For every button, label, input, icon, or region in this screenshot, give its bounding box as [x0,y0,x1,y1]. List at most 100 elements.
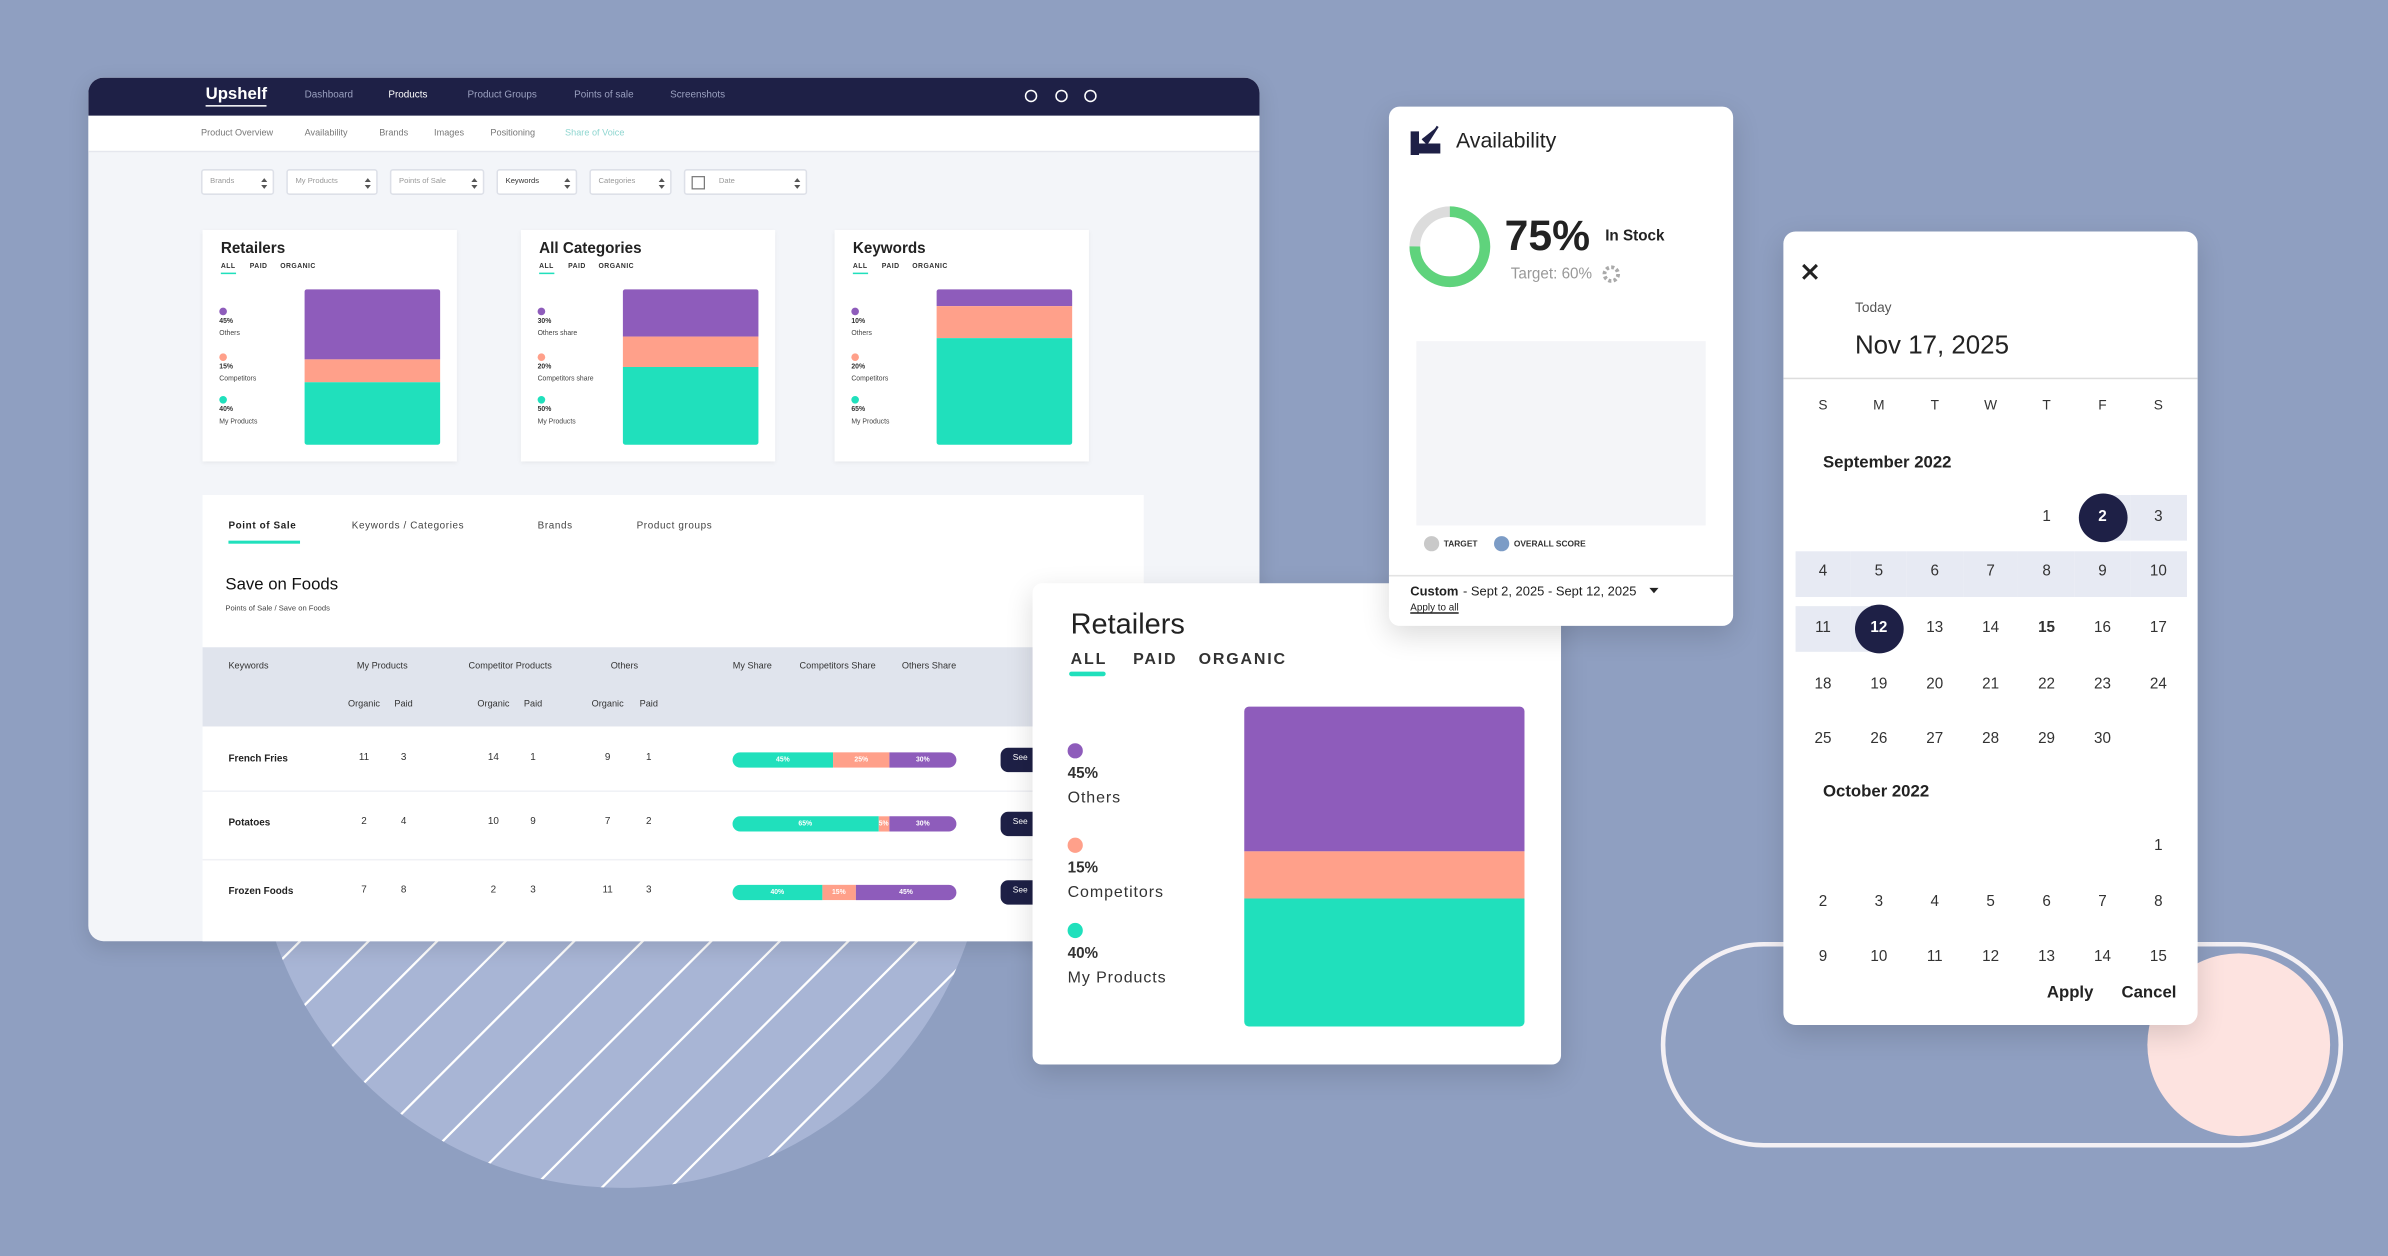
day[interactable]: 3 [2154,507,2163,525]
day[interactable]: 12 [1982,949,2000,967]
months: September 2022 1 2 3 4 5 6 7 8 9 10 11 12 13 14 15 16 17 1… [1783,429,2197,968]
share-segment [889,816,957,832]
card-title: All Categories [539,239,642,257]
day[interactable]: 12 [1870,619,1888,637]
stack-segment [622,367,759,445]
dropdown-arrow [794,178,801,189]
day[interactable]: 29 [2038,731,2056,749]
day[interactable]: 20 [1926,675,1944,693]
legend-dot [537,352,546,361]
period-selector[interactable]: Custom - Sept 2, 2025 - Sept 12, 2025 [1410,584,1636,598]
day[interactable]: 13 [2038,949,2056,967]
row-count: 10 [487,816,499,828]
legend-label: OVERALL SCORE [1514,539,1586,549]
day[interactable]: 9 [1818,949,1828,967]
day[interactable]: 22 [2038,675,2056,693]
share-label: 25% [854,754,869,763]
legend-name: Others [1067,789,1122,808]
day[interactable]: 26 [1870,731,1888,749]
table-tab: Keywords / Categories [351,521,465,533]
day[interactable]: 2 [2098,507,2107,525]
share-card: Retailers ALL PAID ORGANIC 45% Others 15% Compe… [202,229,457,462]
card-tab: PAID [249,261,268,269]
day[interactable]: 8 [2042,563,2051,581]
filter-dropdown[interactable]: Categories [589,169,672,195]
filter-dropdown[interactable]: Points of Sale [389,169,485,195]
day[interactable]: 2 [1818,893,1828,911]
card-tab: ALL [220,261,236,269]
day[interactable]: 9 [2098,563,2107,581]
range-highlight [2018,550,2075,597]
stock-status: In Stock [1605,227,1665,245]
day[interactable]: 11 [1926,949,1943,967]
filter-dropdown[interactable]: My Products [286,169,378,195]
nav-item: Product Groups [467,89,537,101]
see-label: See [1012,886,1028,896]
subnav-item: Images [434,128,465,139]
card-tab: PAID [1133,650,1178,669]
day[interactable]: 15 [2038,619,2056,637]
day[interactable]: 11 [1815,619,1831,637]
nav-item: Products [388,89,428,101]
day[interactable]: 28 [1982,731,2000,749]
filter-dropdown[interactable]: Date [683,169,808,195]
share-label: 65% [798,818,813,827]
card-tab: PAID [568,261,586,269]
column-subheader: Paid [639,700,658,710]
day[interactable]: 16 [2093,619,2111,637]
stack-segment [1244,850,1525,899]
range-highlight [1795,550,1851,597]
share-label: 15% [832,887,846,895]
legend-name: Competitors [1067,883,1164,902]
gear-icon [1602,265,1621,283]
day[interactable]: 7 [1986,563,1995,581]
day[interactable]: 17 [2149,619,2167,637]
stack-segment [304,382,441,445]
day[interactable]: 4 [1818,563,1828,581]
day[interactable]: 6 [1930,563,1939,581]
stock-value: 75% [1504,211,1591,259]
arrow [471,178,478,189]
day[interactable]: 10 [2149,563,2167,581]
subnav-item: Brands [379,128,409,139]
day[interactable]: 25 [1814,731,1832,749]
day[interactable]: 30 [2093,731,2111,749]
filter-dropdown[interactable]: Keywords [496,169,578,195]
day[interactable]: 10 [1870,949,1888,967]
weekday: W [1984,397,1998,413]
day[interactable]: 14 [1982,619,2000,637]
row-count: 7 [604,816,611,828]
legend-label: TARGET [1444,539,1479,549]
day[interactable]: 19 [1870,675,1888,693]
legend-dot [851,352,859,361]
card-tab: ALL [1070,650,1108,669]
day[interactable]: 14 [2093,949,2111,967]
day[interactable]: 3 [1874,893,1884,911]
day[interactable]: 5 [1986,893,1995,911]
legend-name: Others [851,328,872,336]
legend-value: 40% [1067,944,1099,962]
day[interactable]: 15 [2149,949,2167,967]
filter-dropdown[interactable]: Brands [201,169,275,195]
day[interactable]: 1 [2042,507,2051,525]
weekday: S [2153,397,2163,413]
column-header: My Share [732,662,772,672]
day[interactable]: 13 [1926,619,1944,637]
day[interactable]: 27 [1926,731,1944,749]
column-subheader: Organic [591,700,624,710]
day[interactable]: 18 [1814,675,1832,693]
day[interactable]: 1 [2154,837,2163,855]
share-segment [732,816,879,832]
day[interactable]: 5 [1874,563,1884,581]
day[interactable]: 4 [1930,893,1939,911]
selected-day [2078,493,2127,543]
share-card: All Categories ALL PAID ORGANIC 30% Others sh… [520,229,776,462]
day[interactable]: 24 [2149,675,2167,693]
day[interactable]: 21 [1982,675,2000,693]
legend-value: 45% [219,316,234,324]
day[interactable]: 23 [2093,675,2111,693]
day[interactable]: 7 [2098,893,2107,911]
day[interactable]: 6 [2042,893,2051,911]
day[interactable]: 8 [2154,893,2163,911]
